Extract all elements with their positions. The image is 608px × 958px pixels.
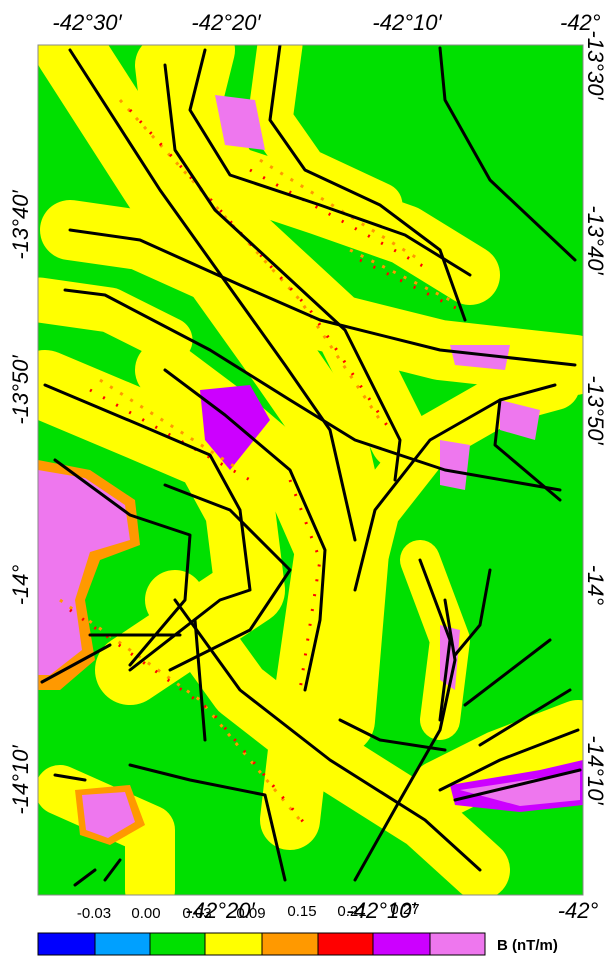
top-label: -42°20′ (191, 10, 261, 35)
legend-tick: 0.15 (287, 903, 316, 920)
left-label: -13°50′ (8, 355, 33, 425)
legend-tick: 0.03 (182, 905, 211, 922)
legend-swatch (38, 933, 95, 955)
legend-tick: 0.27 (390, 901, 419, 918)
legend-tick: 0.21 (337, 903, 366, 920)
bottom-label: -42° (558, 898, 599, 923)
top-label: -42°30′ (52, 10, 122, 35)
legend-swatch (95, 933, 150, 955)
legend-swatch (373, 933, 430, 955)
right-labels: -13°30′ -13°40′ -13°50′ -14° -14°10′ (583, 30, 608, 805)
legend-swatch (205, 933, 262, 955)
legend-swatch (150, 933, 205, 955)
top-label: -42°10′ (372, 10, 442, 35)
left-label: -14° (8, 565, 33, 606)
left-label: -13°40′ (8, 190, 33, 260)
color-legend: -0.03 0.00 0.03 0.09 0.15 0.21 0.27 B (n… (38, 901, 558, 955)
anomaly-map (38, 45, 583, 895)
legend-swatch (262, 933, 318, 955)
legend-unit: B (nT/m) (497, 937, 558, 954)
legend-swatch (430, 933, 485, 955)
top-labels: -42°30′ -42°20′ -42°10′ -42° (52, 10, 600, 35)
legend-tick: -0.03 (77, 905, 111, 922)
legend-swatch (318, 933, 373, 955)
left-label: -14°10′ (8, 745, 33, 815)
right-label: -13°30′ (583, 30, 608, 100)
right-label: -14° (583, 565, 608, 606)
map-figure: -42°30′ -42°20′ -42°10′ -42° -42°20′ -42… (0, 0, 608, 958)
left-labels: -13°40′ -13°50′ -14° -14°10′ (8, 190, 33, 815)
right-label: -13°50′ (583, 375, 608, 445)
legend-tick: 0.09 (236, 905, 265, 922)
right-label: -14°10′ (583, 735, 608, 805)
right-label: -13°40′ (583, 205, 608, 275)
legend-tick: 0.00 (131, 905, 160, 922)
